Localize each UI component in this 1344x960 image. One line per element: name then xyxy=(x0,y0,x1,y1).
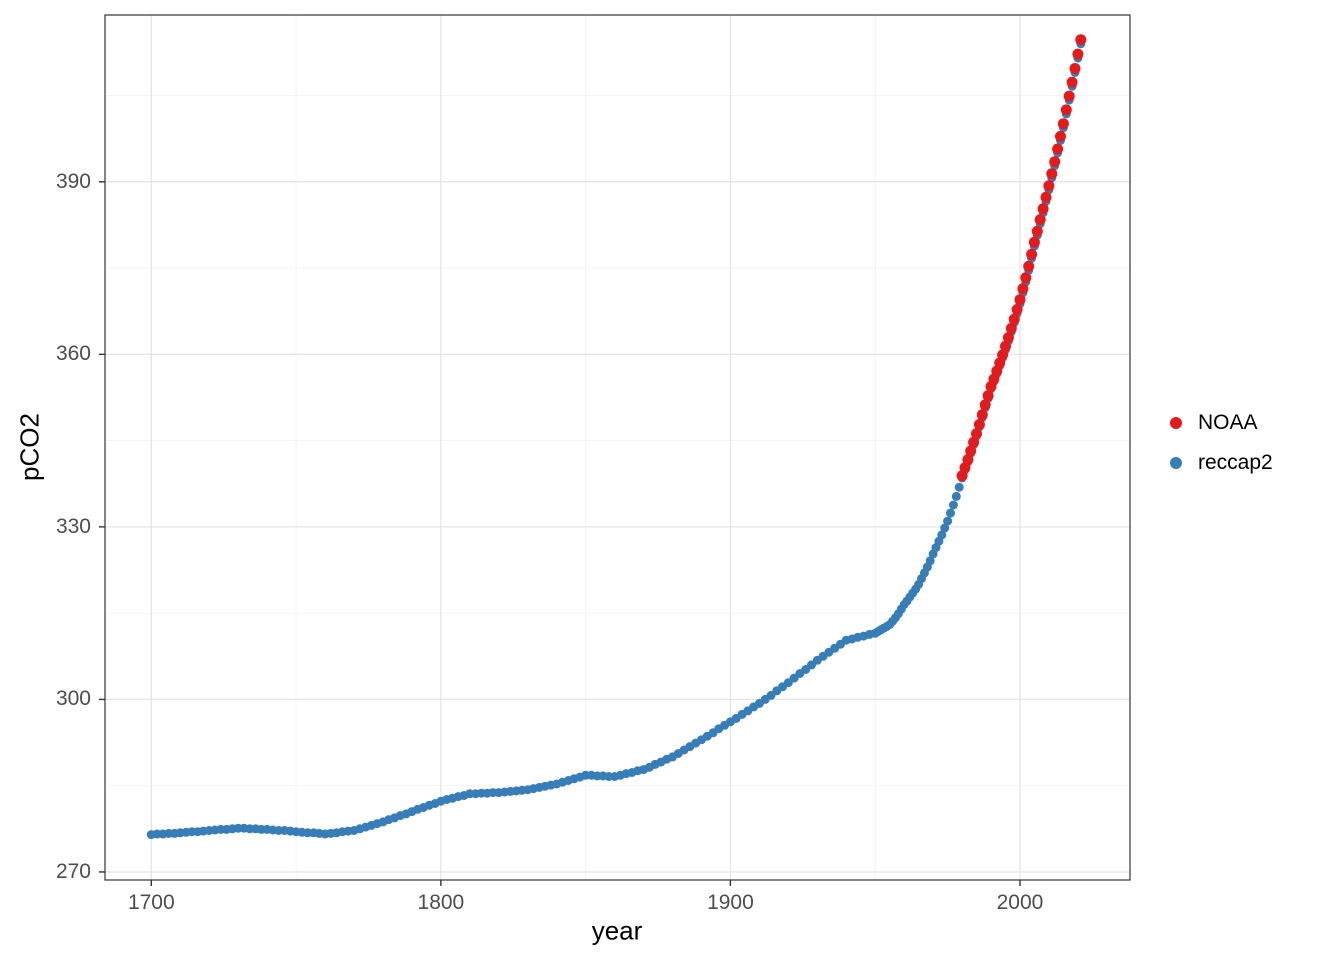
data-point-noaa xyxy=(1020,272,1032,284)
data-point-noaa xyxy=(1014,294,1026,306)
y-tick-label: 270 xyxy=(55,859,91,883)
data-point-noaa xyxy=(1066,76,1078,88)
data-point-reccap2 xyxy=(951,491,961,501)
data-point-reccap2 xyxy=(948,500,958,510)
data-point-reccap2 xyxy=(940,523,950,533)
x-tick-label: 1700 xyxy=(127,891,175,914)
y-tick-label: 300 xyxy=(55,687,91,711)
panel-background xyxy=(105,15,1130,880)
data-point-noaa xyxy=(1052,143,1064,155)
data-point-noaa xyxy=(979,399,991,411)
x-tick-label: 1800 xyxy=(417,891,465,914)
legend-label: reccap2 xyxy=(1198,451,1273,474)
data-point-noaa xyxy=(968,436,980,448)
legend-entry: NOAA xyxy=(1170,406,1273,440)
x-tick-label: 1900 xyxy=(707,891,754,914)
data-point-noaa xyxy=(973,419,985,430)
data-point-noaa xyxy=(1031,225,1043,237)
data-point-noaa xyxy=(1002,332,1014,344)
data-point-noaa xyxy=(1005,322,1017,334)
data-point-reccap2 xyxy=(943,516,953,526)
data-point-reccap2 xyxy=(954,482,964,492)
data-point-reccap2 xyxy=(946,508,955,518)
y-tick-label: 390 xyxy=(55,169,91,193)
legend-entry: reccap2 xyxy=(1170,446,1273,480)
data-point-noaa xyxy=(1046,168,1058,180)
data-point-noaa xyxy=(1017,283,1029,295)
data-point-noaa xyxy=(1063,90,1075,102)
data-point-noaa xyxy=(1023,260,1035,272)
legend-point-icon xyxy=(1170,457,1182,469)
legend: NOAA reccap2 xyxy=(1170,406,1273,480)
y-tick-label: 360 xyxy=(55,342,91,366)
x-tick-label: 2000 xyxy=(996,891,1044,914)
data-point-noaa xyxy=(1028,236,1040,248)
data-point-noaa xyxy=(1055,130,1066,142)
data-point-noaa xyxy=(1040,191,1052,203)
data-point-noaa xyxy=(982,390,994,402)
data-point-noaa xyxy=(976,409,988,421)
x-axis-title: year xyxy=(591,915,643,946)
y-tick-label: 330 xyxy=(55,514,91,538)
data-point-noaa xyxy=(1037,203,1049,215)
data-point-noaa xyxy=(1075,34,1087,46)
data-point-noaa xyxy=(965,445,977,457)
data-point-noaa xyxy=(1000,340,1011,352)
data-point-noaa xyxy=(1043,180,1055,192)
y-axis-title: pCO2 xyxy=(14,413,45,481)
data-point-noaa xyxy=(1069,63,1081,74)
panel-border xyxy=(104,14,1131,881)
data-point-reccap2 xyxy=(925,556,935,566)
data-point-noaa xyxy=(1060,104,1072,116)
data-point-noaa xyxy=(997,349,1009,361)
data-point-noaa xyxy=(1072,48,1084,60)
data-point-noaa xyxy=(1026,248,1038,260)
data-point-noaa xyxy=(1034,214,1046,226)
data-point-noaa xyxy=(1008,313,1020,325)
data-point-reccap2 xyxy=(937,530,947,540)
data-point-noaa xyxy=(962,454,974,466)
legend-point-icon xyxy=(1170,417,1182,429)
data-point-noaa xyxy=(1057,118,1069,130)
data-point-noaa xyxy=(971,428,982,440)
legend-label: NOAA xyxy=(1198,411,1258,434)
data-point-noaa xyxy=(1049,156,1061,168)
data-point-noaa xyxy=(1011,304,1023,315)
